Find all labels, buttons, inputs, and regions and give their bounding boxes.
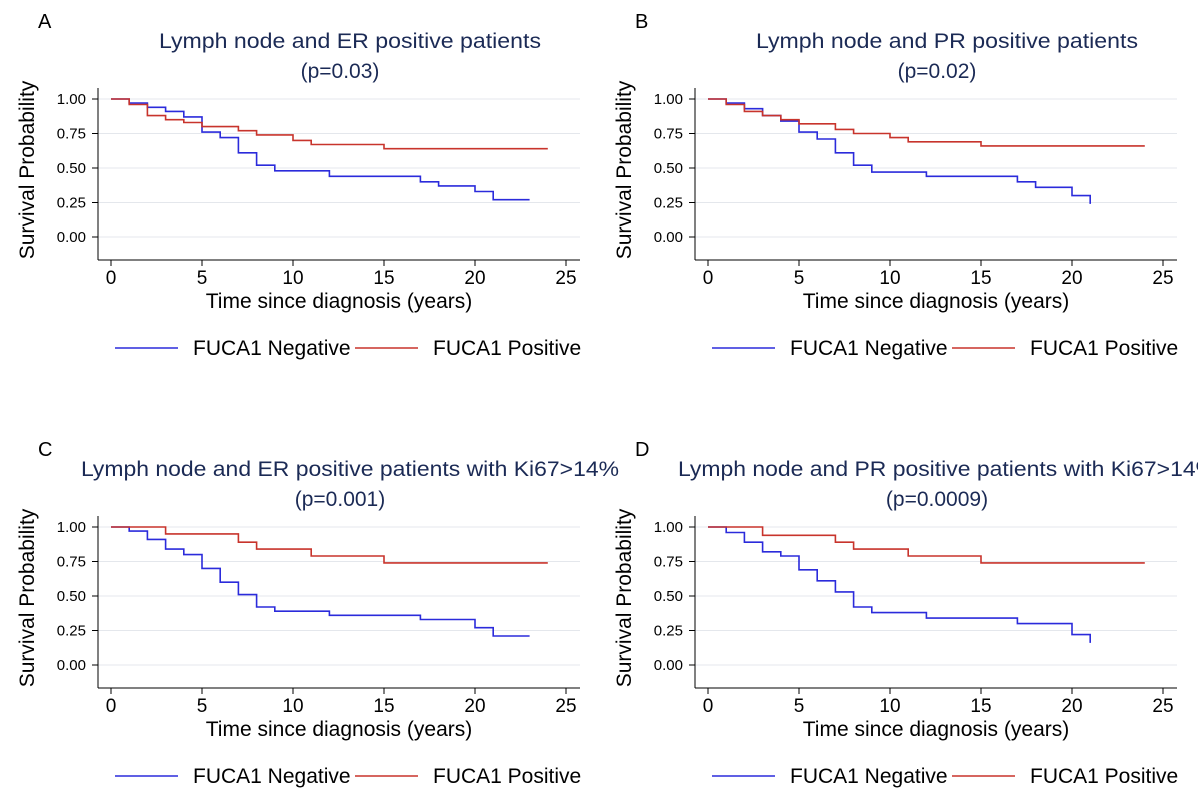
x-tick-label: 10 bbox=[282, 696, 303, 717]
chart-subtitle: (p=0.02) bbox=[898, 60, 977, 83]
y-tick-label: 0.75 bbox=[654, 126, 683, 143]
legend-label: FUCA1 Positive bbox=[433, 765, 581, 788]
chart-title: Lymph node and PR positive patients with… bbox=[678, 458, 1198, 481]
y-axis-label: Survival Probability bbox=[613, 80, 636, 259]
legend-label: FUCA1 Negative bbox=[193, 337, 351, 360]
chart-title: Lymph node and ER positive patients bbox=[159, 30, 541, 53]
x-tick-label: 25 bbox=[555, 696, 576, 717]
panel-letter: A bbox=[38, 11, 52, 33]
legend-label: FUCA1 Negative bbox=[790, 765, 948, 788]
y-tick-label: 0.50 bbox=[654, 588, 683, 605]
y-tick-label: 0.00 bbox=[57, 657, 86, 674]
x-tick-label: 5 bbox=[794, 696, 805, 717]
x-tick-label: 5 bbox=[197, 268, 208, 289]
y-tick-label: 0.00 bbox=[57, 229, 86, 246]
series-line-fuca1-negative bbox=[111, 526, 530, 637]
x-tick-label: 20 bbox=[1061, 268, 1082, 289]
y-tick-label: 0.75 bbox=[654, 554, 683, 571]
x-tick-label: 0 bbox=[106, 268, 117, 289]
series-line-fuca1-positive bbox=[708, 526, 1145, 564]
x-tick-label: 15 bbox=[970, 268, 991, 289]
chart-subtitle: (p=0.0009) bbox=[886, 488, 988, 511]
x-tick-label: 15 bbox=[373, 696, 394, 717]
y-tick-label: 0.75 bbox=[57, 126, 86, 143]
y-tick-label: 1.00 bbox=[654, 519, 683, 536]
series-line-fuca1-positive bbox=[708, 98, 1145, 147]
chart-subtitle: (p=0.03) bbox=[301, 60, 380, 83]
chart-subtitle: (p=0.001) bbox=[295, 488, 385, 511]
series-line-fuca1-negative bbox=[708, 98, 1091, 204]
x-tick-label: 25 bbox=[555, 268, 576, 289]
x-tick-label: 0 bbox=[703, 268, 714, 289]
y-tick-label: 1.00 bbox=[57, 91, 86, 108]
legend-label: FUCA1 Positive bbox=[1030, 337, 1178, 360]
x-tick-label: 15 bbox=[970, 696, 991, 717]
x-axis-label: Time since diagnosis (years) bbox=[803, 290, 1069, 313]
x-tick-label: 15 bbox=[373, 268, 394, 289]
x-tick-label: 10 bbox=[879, 268, 900, 289]
chart-title: Lymph node and PR positive patients bbox=[756, 30, 1138, 53]
y-tick-label: 1.00 bbox=[57, 519, 86, 536]
y-tick-label: 0.00 bbox=[654, 229, 683, 246]
km-panel-b: B Lymph node and PR positive patients (p=0… bbox=[613, 11, 1178, 360]
x-tick-label: 20 bbox=[464, 696, 485, 717]
x-tick-label: 20 bbox=[1061, 696, 1082, 717]
x-tick-label: 25 bbox=[1152, 696, 1173, 717]
y-axis-label: Survival Probability bbox=[16, 508, 39, 687]
y-axis-label: Survival Probability bbox=[613, 508, 636, 687]
x-tick-label: 0 bbox=[106, 696, 117, 717]
y-tick-label: 0.75 bbox=[57, 554, 86, 571]
series-line-fuca1-positive bbox=[111, 98, 548, 150]
chart-title: Lymph node and ER positive patients with… bbox=[81, 458, 619, 481]
y-tick-label: 0.50 bbox=[57, 588, 86, 605]
y-tick-label: 0.50 bbox=[57, 160, 86, 177]
panel-letter: B bbox=[635, 11, 648, 33]
x-tick-label: 25 bbox=[1152, 268, 1173, 289]
x-tick-label: 10 bbox=[282, 268, 303, 289]
legend-label: FUCA1 Negative bbox=[193, 765, 351, 788]
x-axis-label: Time since diagnosis (years) bbox=[206, 290, 472, 313]
x-axis-label: Time since diagnosis (years) bbox=[803, 718, 1069, 741]
y-tick-label: 0.25 bbox=[57, 195, 86, 212]
x-tick-label: 20 bbox=[464, 268, 485, 289]
km-panel-a: A Lymph node and ER positive patients (p=0… bbox=[16, 11, 581, 360]
x-tick-label: 5 bbox=[197, 696, 208, 717]
series-line-fuca1-positive bbox=[111, 526, 548, 564]
x-tick-label: 0 bbox=[703, 696, 714, 717]
series-line-fuca1-negative bbox=[708, 526, 1091, 643]
x-tick-label: 10 bbox=[879, 696, 900, 717]
y-tick-label: 0.25 bbox=[57, 623, 86, 640]
panel-letter: D bbox=[635, 439, 649, 461]
y-tick-label: 0.00 bbox=[654, 657, 683, 674]
y-tick-label: 0.50 bbox=[654, 160, 683, 177]
y-tick-label: 1.00 bbox=[654, 91, 683, 108]
legend-label: FUCA1 Positive bbox=[433, 337, 581, 360]
km-panel-d: D Lymph node and PR positive patients wit… bbox=[613, 439, 1198, 788]
x-tick-label: 5 bbox=[794, 268, 805, 289]
panel-letter: C bbox=[38, 439, 52, 461]
series-line-fuca1-negative bbox=[111, 98, 530, 201]
x-axis-label: Time since diagnosis (years) bbox=[206, 718, 472, 741]
y-axis-label: Survival Probability bbox=[16, 80, 39, 259]
legend-label: FUCA1 Positive bbox=[1030, 765, 1178, 788]
legend-label: FUCA1 Negative bbox=[790, 337, 948, 360]
y-tick-label: 0.25 bbox=[654, 195, 683, 212]
km-panel-c: C Lymph node and ER positive patients wit… bbox=[16, 439, 619, 788]
y-tick-label: 0.25 bbox=[654, 623, 683, 640]
